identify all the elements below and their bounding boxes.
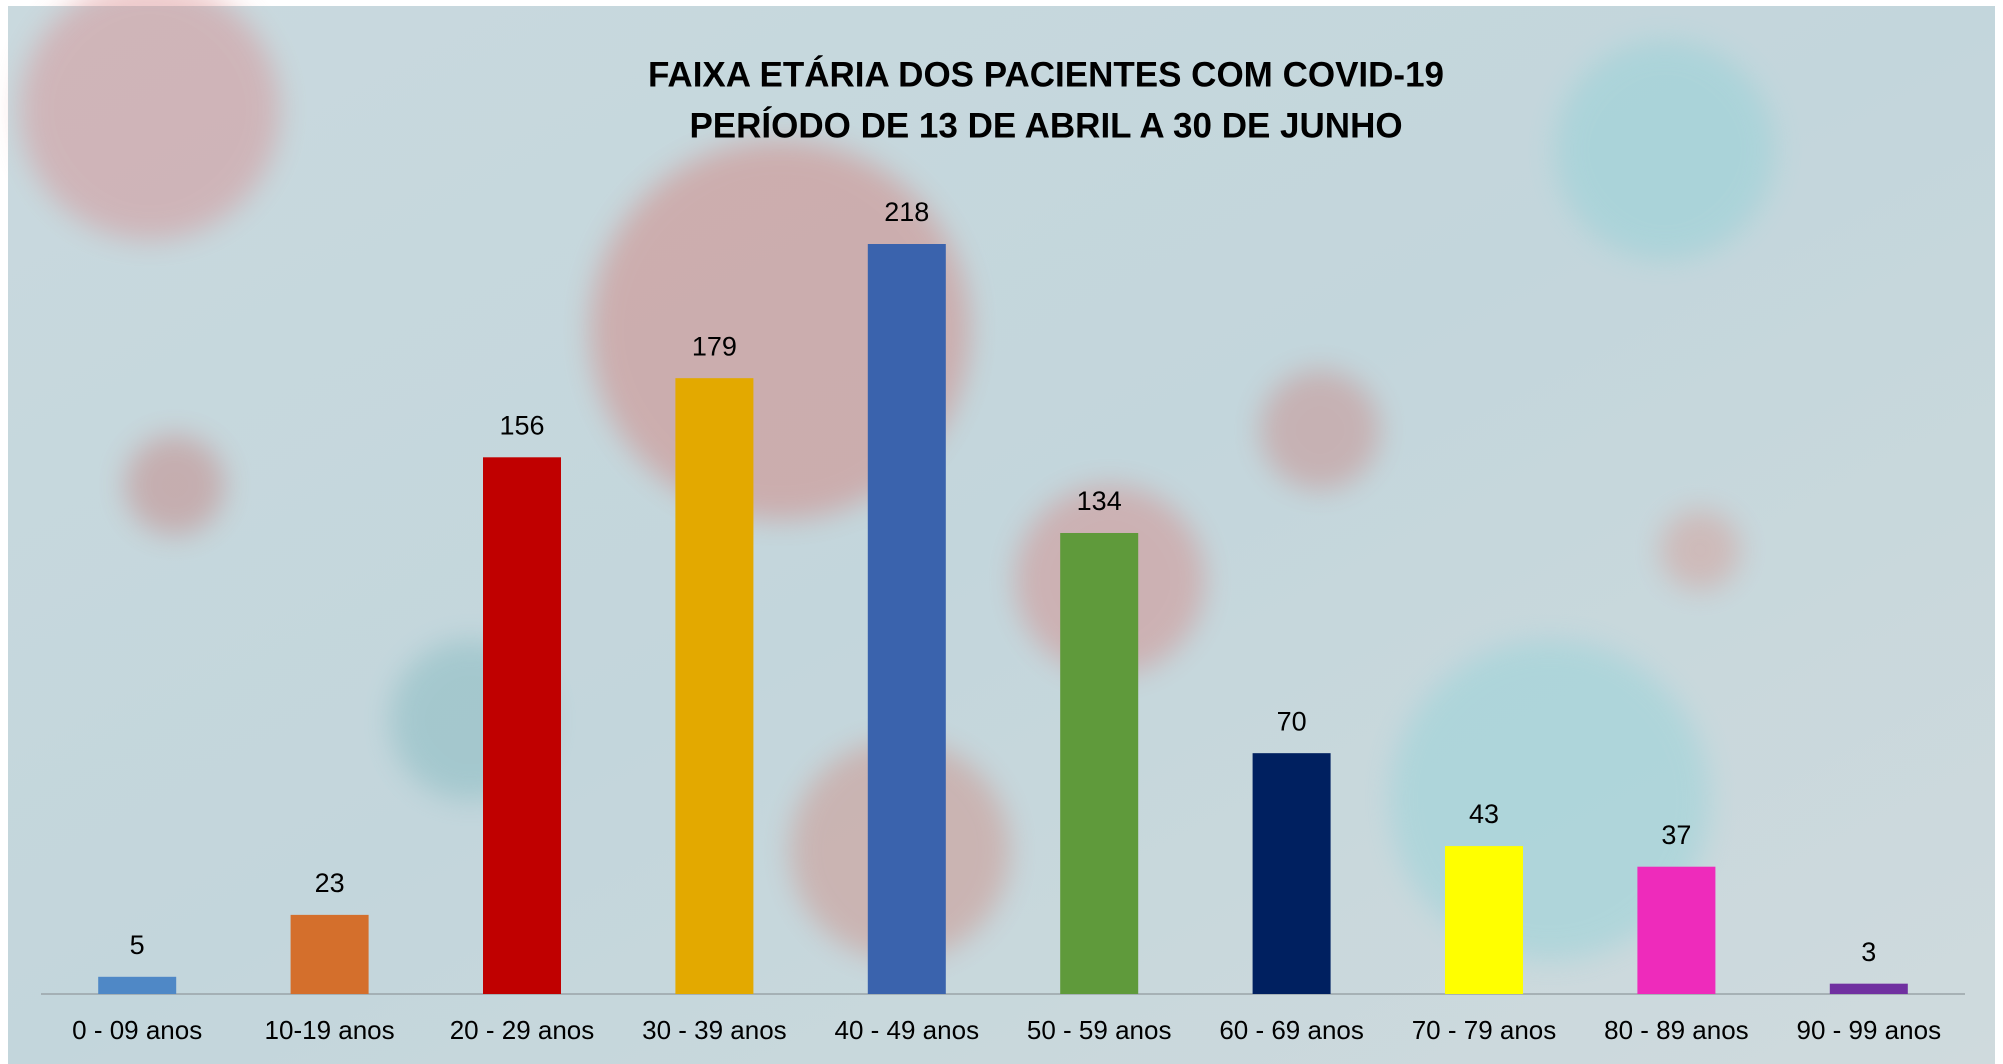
x-tick-label: 30 - 39 anos [642, 1015, 787, 1045]
bar [675, 378, 754, 994]
bar [290, 914, 369, 994]
data-label: 218 [884, 197, 929, 227]
x-tick-label: 40 - 49 anos [835, 1015, 980, 1045]
bar [1060, 532, 1139, 994]
x-tick-label: 60 - 69 anos [1219, 1015, 1364, 1045]
bar [1445, 846, 1523, 994]
data-label: 23 [315, 868, 345, 898]
data-label: 3 [1861, 937, 1876, 967]
bar [1252, 753, 1331, 994]
chart-title: FAIXA ETÁRIA DOS PACIENTES COM COVID-19 [648, 54, 1444, 94]
data-label: 70 [1277, 706, 1307, 736]
bar [483, 457, 561, 995]
x-tick-label: 20 - 29 anos [450, 1015, 595, 1045]
bar [1829, 983, 1908, 994]
data-label: 37 [1661, 820, 1691, 850]
x-tick-label: 10-19 anos [265, 1015, 395, 1045]
x-tick-label: 0 - 09 anos [72, 1015, 202, 1045]
data-label: 134 [1077, 486, 1122, 516]
x-tick-label: 50 - 59 anos [1027, 1015, 1172, 1045]
bar [1637, 866, 1716, 994]
x-tick-label: 90 - 99 anos [1797, 1015, 1942, 1045]
data-label: 43 [1469, 799, 1499, 829]
x-tick-label: 80 - 89 anos [1604, 1015, 1749, 1045]
chart-title: PERÍODO DE 13 DE ABRIL A 30 DE JUNHO [689, 105, 1402, 145]
data-label: 179 [692, 331, 737, 361]
data-label: 156 [499, 410, 544, 440]
data-label: 5 [130, 930, 145, 960]
bar [867, 244, 946, 994]
bar [98, 976, 177, 994]
x-tick-label: 70 - 79 anos [1412, 1015, 1557, 1045]
